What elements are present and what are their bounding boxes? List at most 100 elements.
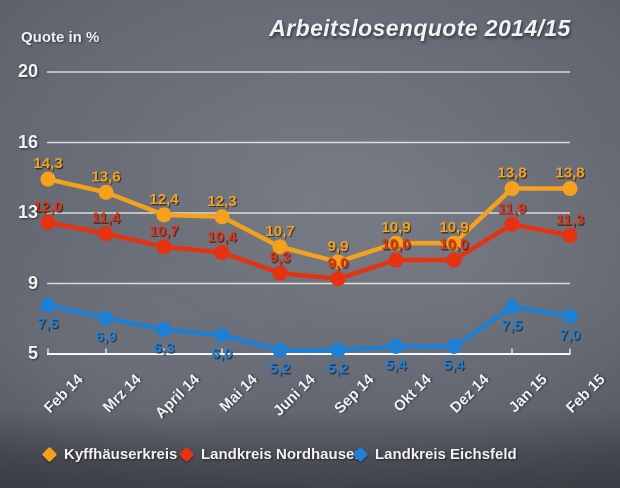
- value-label-shadow: 9,9: [329, 239, 350, 256]
- value-label: 9,9: [328, 238, 349, 255]
- y-tick-label: 5: [27, 343, 38, 363]
- series-line-0: [45, 176, 573, 265]
- data-point: [330, 342, 346, 358]
- legend-label: Landkreis Eichsfeld: [375, 446, 517, 463]
- value-label-shadow: 10,0: [441, 237, 470, 254]
- value-label: 10,9: [381, 219, 410, 236]
- value-label: 13,6: [91, 168, 120, 185]
- value-label: 6,0: [212, 345, 233, 362]
- data-point: [272, 265, 288, 281]
- data-point: [504, 299, 520, 315]
- value-label: 11,4: [92, 210, 121, 227]
- value-label: 7,0: [560, 326, 581, 343]
- data-point: [446, 338, 462, 354]
- legend-marker-icon: [41, 446, 58, 463]
- value-label-shadow: 14,3: [35, 157, 64, 174]
- y-axis-title: Quote in %: [21, 29, 100, 46]
- value-label: 6,9: [96, 328, 117, 345]
- value-label: 10,0: [439, 236, 468, 253]
- y-tick-label: 16: [17, 131, 38, 152]
- y-tick-label: 9: [27, 272, 38, 293]
- data-point: [98, 226, 114, 242]
- value-label: 10,4: [207, 228, 237, 245]
- legend-label: Landkreis Nordhausen: [201, 446, 364, 463]
- data-point: [446, 252, 462, 268]
- value-label: 10,9: [439, 219, 468, 236]
- legend-item-nordhausen: Landkreis Nordhausen: [178, 446, 364, 463]
- value-label: 9,0: [328, 255, 349, 272]
- value-label-shadow: 11,4: [93, 211, 122, 228]
- value-label-shadow: 6,3: [155, 341, 176, 358]
- value-label-shadow: 5,2: [329, 362, 350, 379]
- legend-marker-icon: [178, 446, 195, 463]
- value-label-shadow: 7,5: [503, 318, 524, 335]
- legend-marker-icon: [352, 446, 369, 463]
- value-label: 6,3: [154, 340, 175, 357]
- data-point: [214, 209, 230, 225]
- value-label: 9,3: [270, 249, 291, 266]
- value-label-shadow: 6,0: [213, 347, 234, 364]
- data-point: [40, 297, 56, 313]
- value-label: 5,4: [386, 356, 408, 373]
- series-line-2: [45, 302, 573, 353]
- value-label: 7,5: [502, 317, 523, 334]
- value-label: 10,7: [265, 223, 294, 240]
- chart-title: Arbeitslosenquote 2014/15: [269, 15, 571, 41]
- value-label-shadow: 10,7: [151, 224, 180, 241]
- y-tick-label: 20: [17, 61, 38, 81]
- value-label: 5,2: [328, 360, 349, 377]
- data-point: [446, 235, 462, 251]
- data-point: [388, 338, 404, 354]
- value-label: 10,7: [149, 223, 178, 240]
- data-point: [562, 228, 578, 244]
- legend: Kyffhäuserkreis Landkreis Nordhausen Lan…: [0, 446, 620, 470]
- data-point: [562, 181, 578, 197]
- data-point: [214, 244, 230, 260]
- value-label: 5,4: [444, 356, 466, 373]
- value-label: 7,6: [38, 315, 59, 332]
- value-label-shadow: 10,4: [209, 230, 239, 247]
- value-label: 12,3: [207, 193, 236, 210]
- value-label: 13,8: [555, 165, 584, 182]
- data-point: [40, 214, 56, 230]
- data-point: [272, 239, 288, 255]
- data-point: [156, 239, 172, 255]
- data-point: [388, 235, 404, 251]
- value-label-shadow: 9,0: [329, 256, 350, 273]
- value-label-shadow: 10,7: [267, 224, 296, 241]
- data-point: [156, 207, 172, 223]
- value-label-shadow: 13,8: [557, 166, 586, 183]
- value-label-shadow: 7,0: [561, 328, 582, 345]
- value-label-shadow: 12,3: [209, 194, 238, 211]
- data-point: [214, 327, 230, 343]
- value-label: 14,3: [33, 155, 62, 172]
- data-point: [388, 252, 404, 268]
- value-label-shadow: 10,0: [383, 237, 412, 254]
- legend-item-eichsfeld: Landkreis Eichsfeld: [352, 446, 517, 463]
- value-label-shadow: 10,9: [441, 220, 470, 237]
- value-label-shadow: 11,9: [499, 202, 527, 219]
- legend-label: Kyffhäuserkreis: [64, 446, 178, 463]
- data-point: [562, 308, 578, 324]
- series-line-1: [45, 220, 573, 282]
- value-label: 10,0: [381, 236, 410, 253]
- data-point: [40, 171, 56, 187]
- data-point: [156, 322, 172, 338]
- value-label: 5,2: [270, 360, 291, 377]
- value-label-shadow: 5,4: [387, 358, 409, 375]
- data-point: [330, 254, 346, 270]
- value-label-shadow: 13,6: [93, 170, 122, 187]
- value-label: 12,4: [149, 191, 179, 208]
- value-label-shadow: 9,3: [271, 251, 292, 268]
- value-label: 11,9: [498, 200, 526, 217]
- value-label-shadow: 12,0: [35, 200, 64, 217]
- value-label-shadow: 6,9: [97, 330, 118, 347]
- data-point: [272, 342, 288, 358]
- data-point: [98, 184, 114, 200]
- value-label: 11,3: [556, 212, 584, 229]
- value-label-shadow: 13,8: [499, 166, 528, 183]
- value-label-shadow: 11,3: [557, 213, 585, 230]
- value-label-shadow: 5,4: [445, 358, 467, 375]
